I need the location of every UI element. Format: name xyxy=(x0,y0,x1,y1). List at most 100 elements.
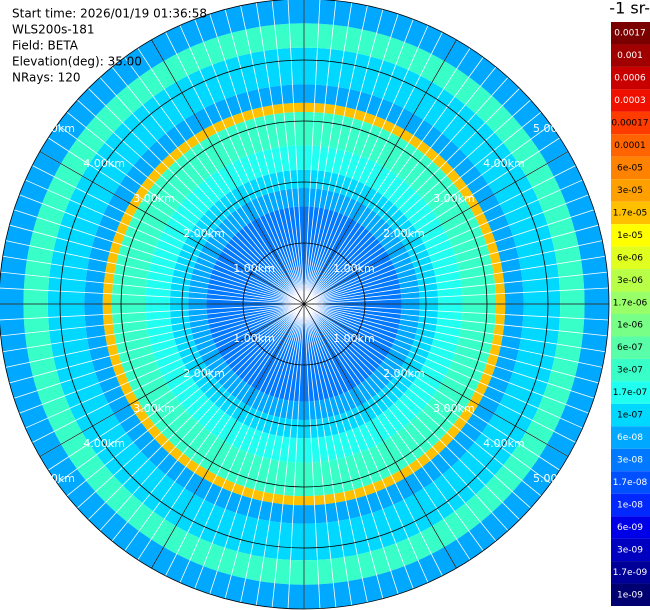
ray-separator xyxy=(209,303,305,595)
colorbar-label: 6e-07 xyxy=(617,343,643,353)
colorbar-cell xyxy=(611,381,650,404)
ray-separator xyxy=(303,303,576,443)
colorbar-label: 1.7e-09 xyxy=(613,568,648,578)
range-ring-label: 5.00km xyxy=(33,472,75,485)
colorbar-label: 1.7e-07 xyxy=(613,388,648,398)
range-ring-label: 5.00km xyxy=(533,122,575,135)
ray-separator xyxy=(303,303,551,484)
ray-separator xyxy=(47,137,305,305)
range-ring xyxy=(242,242,366,366)
ray-separator xyxy=(303,66,497,305)
colorbar-cell xyxy=(611,314,650,337)
ray-separator xyxy=(9,303,305,384)
ray-separator xyxy=(99,303,305,531)
info-line: Field: BETA xyxy=(12,39,79,53)
colorbar-label: 1e-09 xyxy=(617,590,643,600)
ray-separator xyxy=(303,240,603,305)
ray-separator xyxy=(303,271,608,305)
range-ring-label: 1.00km xyxy=(233,332,275,345)
ray-separator xyxy=(303,303,353,606)
ray-separator xyxy=(303,32,443,305)
ray-separator xyxy=(303,2,353,305)
ray-separator xyxy=(303,25,429,305)
colorbar-label: 6e-08 xyxy=(617,433,643,443)
ray-separator xyxy=(303,303,595,399)
range-ring-label: 1.00km xyxy=(233,262,275,275)
range-ring xyxy=(181,181,427,427)
ray-separator xyxy=(303,165,576,305)
ray-separator xyxy=(303,5,368,305)
colorbar-label: 0.00017 xyxy=(611,119,648,129)
ray-separator xyxy=(32,165,305,305)
ray-separator xyxy=(255,303,305,606)
ray-separator xyxy=(303,303,337,608)
ray-separator xyxy=(240,5,305,305)
ray-separator xyxy=(303,111,542,305)
ray-separator xyxy=(271,0,305,305)
ray-separator xyxy=(303,209,595,305)
ray-separator xyxy=(57,124,305,305)
range-ring-label: 3.00km xyxy=(133,402,175,415)
range-ring xyxy=(0,0,610,610)
ray-separator xyxy=(303,303,399,595)
ray-separator xyxy=(303,303,531,509)
ray-separator xyxy=(194,19,305,305)
colorbar-label: 0.0003 xyxy=(614,96,646,106)
colorbar-cell xyxy=(611,516,650,539)
ray-separator xyxy=(303,0,337,305)
ray-separator xyxy=(124,303,305,551)
ray-separator xyxy=(66,111,305,305)
colorbar-label: 3e-08 xyxy=(617,456,643,466)
range-ring-label: 2.00km xyxy=(383,227,425,240)
ray-separator xyxy=(303,303,589,414)
ray-separator xyxy=(77,99,305,305)
ray-separator xyxy=(0,303,305,337)
ray-separator xyxy=(303,303,561,471)
ray-separator xyxy=(179,25,305,305)
spoke xyxy=(39,303,305,457)
colorbar-cell xyxy=(611,111,650,135)
range-ring xyxy=(59,59,549,549)
colorbar-label: 0.0006 xyxy=(614,74,646,84)
ray-separator xyxy=(303,303,509,531)
range-ring-label: 1.00km xyxy=(333,332,375,345)
ray-separator xyxy=(57,303,305,484)
ray-separator xyxy=(224,9,305,305)
colorbar-cell xyxy=(611,403,650,427)
ray-separator xyxy=(0,303,305,321)
range-ring-label: 2.00km xyxy=(183,367,225,380)
colorbar-cell xyxy=(611,179,650,202)
ray-separator xyxy=(303,303,321,609)
ray-separator xyxy=(77,303,305,509)
spoke xyxy=(303,151,569,305)
colorbar-cell xyxy=(611,89,650,112)
colorbar-label: 6e-09 xyxy=(617,523,643,533)
info-line: Elevation(deg): 35.00 xyxy=(12,55,142,69)
overlay: 1.00km 1.00km 1.00km 1.00km 2.00km 2.00km 2.00… xyxy=(0,0,610,610)
ray-separator xyxy=(303,303,429,583)
ray-separator xyxy=(111,66,305,305)
range-ring-label: 4.00km xyxy=(83,157,125,170)
colorbar-label: 1e-05 xyxy=(617,231,643,241)
ray-separator xyxy=(194,303,305,589)
ray-separator xyxy=(209,13,305,305)
spoke xyxy=(303,303,457,569)
ray-separator xyxy=(287,0,305,305)
ray-separator xyxy=(303,303,609,321)
colorbar-label: 0.0017 xyxy=(614,29,646,39)
info-line: Start time: 2026/01/19 01:36:58 xyxy=(12,7,207,21)
range-ring-label: 4.00km xyxy=(483,157,525,170)
ray-separator xyxy=(66,303,305,497)
ray-separator xyxy=(179,303,305,583)
range-ring-label: 3.00km xyxy=(133,192,175,205)
ray-separator xyxy=(303,303,583,429)
colorbar-label: 3e-09 xyxy=(617,545,643,555)
colorbar-cell xyxy=(611,246,650,270)
ray-separator xyxy=(137,47,305,305)
ray-separator xyxy=(303,137,561,305)
colorbar-label: 1.7e-06 xyxy=(613,298,648,308)
info-line: NRays: 120 xyxy=(12,71,81,85)
ray-separator xyxy=(303,303,443,576)
ray-separator xyxy=(303,19,414,305)
